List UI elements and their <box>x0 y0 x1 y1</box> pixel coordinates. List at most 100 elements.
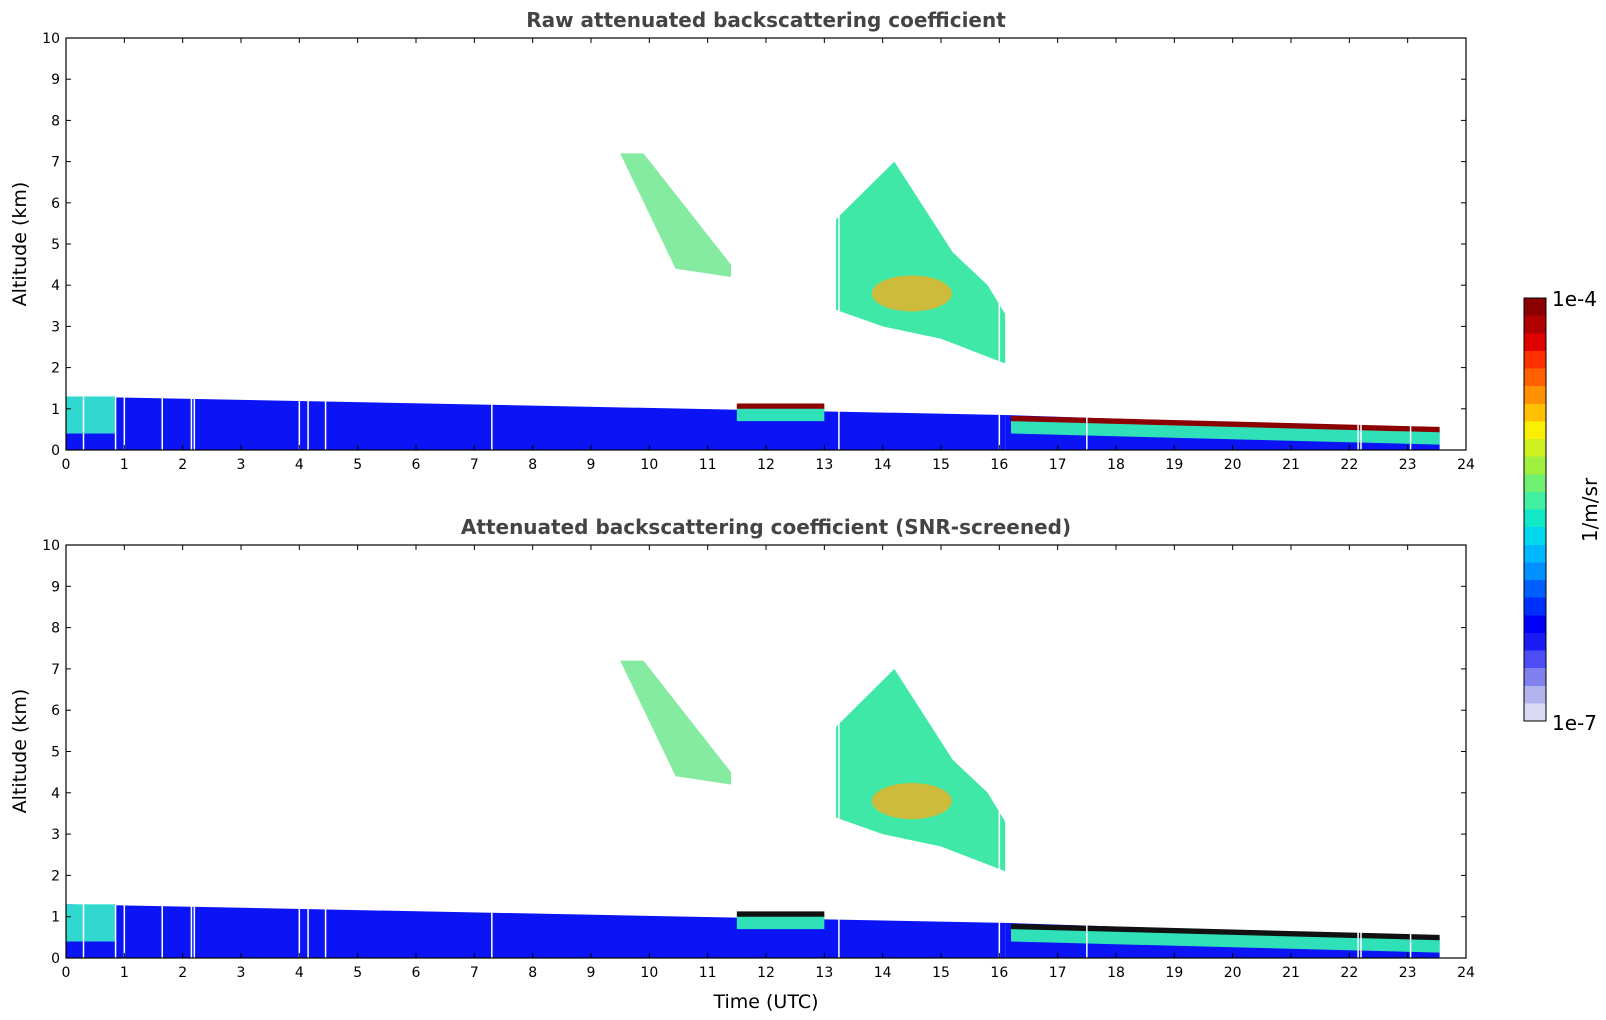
x-tick-label: 13 <box>815 457 833 473</box>
x-tick-label: 19 <box>1165 965 1183 981</box>
x-tick-label: 24 <box>1457 457 1475 473</box>
x-tick-label: 24 <box>1457 965 1475 981</box>
y-tick-label: 7 <box>51 155 60 171</box>
x-tick-label: 0 <box>62 965 71 981</box>
x-tick-label: 10 <box>640 457 658 473</box>
heatmap-layers <box>66 545 1466 958</box>
y-tick-label: 0 <box>51 951 60 967</box>
x-tick-label: 13 <box>815 965 833 981</box>
raw-backscatter-panel: Raw attenuated backscattering coefficien… <box>9 8 1475 473</box>
y-tick-label: 7 <box>51 662 60 678</box>
x-tick-label: 17 <box>1049 965 1067 981</box>
x-tick-label: 15 <box>932 457 950 473</box>
colorbar-max-label: 1e-4 <box>1552 287 1597 311</box>
liquid-cloud-mark <box>1011 923 1440 941</box>
colorbar-min-label: 1e-7 <box>1552 711 1597 735</box>
liquid-cloud-mark <box>1011 415 1440 433</box>
ice-cloud-core-mark <box>871 275 952 312</box>
y-tick-label: 5 <box>51 237 60 253</box>
x-axis: 0 1 2 3 4 5 6 7 8 9 10 11 12 13 14 15 16 17 18 19 20 21 22 23 24 <box>62 38 1475 473</box>
cirrus-mark <box>620 153 731 277</box>
y-tick-label: 1 <box>51 402 60 418</box>
ice-cloud-core-mark <box>871 783 952 820</box>
y-tick-label: 8 <box>51 621 60 637</box>
colorbar: 1e-4 1e-7 1/m/sr <box>1523 287 1602 735</box>
x-tick-label: 16 <box>990 965 1008 981</box>
x-tick-label: 23 <box>1399 965 1417 981</box>
x-tick-label: 3 <box>237 965 246 981</box>
y-tick-label: 3 <box>51 319 60 335</box>
x-tick-label: 12 <box>757 457 775 473</box>
noise-band <box>66 318 1440 397</box>
y-tick-label: 10 <box>42 31 60 47</box>
x-tick-label: 9 <box>587 965 596 981</box>
x-tick-label: 22 <box>1340 457 1358 473</box>
x-tick-label: 8 <box>528 457 537 473</box>
x-tick-label: 17 <box>1049 457 1067 473</box>
x-tick-label: 2 <box>178 965 187 981</box>
x-tick-label: 23 <box>1399 457 1417 473</box>
plot-frame <box>65 544 1467 959</box>
aerosol-mark <box>66 396 116 434</box>
y-tick-label: 8 <box>51 113 60 129</box>
chart-title: Raw attenuated backscattering coefficien… <box>526 8 1006 32</box>
x-tick-label: 14 <box>874 457 892 473</box>
cloud-base-mark <box>736 914 825 930</box>
x-tick-label: 19 <box>1165 457 1183 473</box>
y-tick-label: 9 <box>51 579 60 595</box>
x-tick-label: 14 <box>874 965 892 981</box>
noise-band <box>66 38 1440 203</box>
y-tick-label: 6 <box>51 703 60 719</box>
snr-screened-panel: Attenuated backscattering coefficient (S… <box>9 515 1475 1013</box>
y-axis: 0 1 2 3 4 5 6 7 8 9 10 <box>42 31 1466 459</box>
y-tick-label: 4 <box>51 278 60 294</box>
heatmap-layers <box>66 38 1466 450</box>
x-tick-label: 11 <box>699 457 717 473</box>
x-tick-label: 18 <box>1107 965 1125 981</box>
x-tick-label: 11 <box>699 965 717 981</box>
y-axis-label: Altitude (km) <box>9 182 31 307</box>
cloud-base-mark <box>1011 419 1440 445</box>
ice-cloud-mark <box>836 668 1006 872</box>
x-tick-label: 6 <box>412 965 421 981</box>
x-tick-label: 4 <box>295 965 304 981</box>
y-tick-label: 6 <box>51 196 60 212</box>
x-tick-label: 16 <box>990 457 1008 473</box>
liquid-cloud-mark <box>736 911 825 917</box>
x-tick-label: 20 <box>1224 457 1242 473</box>
x-tick-label: 0 <box>62 457 71 473</box>
y-tick-label: 1 <box>51 910 60 926</box>
x-tick-label: 10 <box>640 965 658 981</box>
x-tick-label: 9 <box>587 457 596 473</box>
x-tick-label: 1 <box>120 965 129 981</box>
x-tick-label: 15 <box>932 965 950 981</box>
x-tick-label: 1 <box>120 457 129 473</box>
x-tick-label: 5 <box>353 965 362 981</box>
y-tick-label: 2 <box>51 361 60 377</box>
aerosol-mark <box>66 904 116 942</box>
x-tick-label: 4 <box>295 457 304 473</box>
y-tick-label: 2 <box>51 868 60 884</box>
x-tick-label: 7 <box>470 457 479 473</box>
x-tick-label: 3 <box>237 457 246 473</box>
y-tick-label: 5 <box>51 745 60 761</box>
cloud-base-mark <box>736 406 825 422</box>
y-tick-label: 9 <box>51 72 60 88</box>
liquid-cloud-mark <box>736 403 825 409</box>
x-axis-label: Time (UTC) <box>712 991 818 1013</box>
x-tick-label: 20 <box>1224 965 1242 981</box>
y-tick-label: 4 <box>51 786 60 802</box>
chart-title: Attenuated backscattering coefficient (S… <box>461 515 1071 539</box>
x-axis: 0 1 2 3 4 5 6 7 8 9 10 11 12 13 14 15 16 17 18 19 20 21 22 23 24 <box>62 545 1475 981</box>
x-tick-label: 22 <box>1340 965 1358 981</box>
x-tick-label: 21 <box>1282 965 1300 981</box>
colorbar-unit-label: 1/m/sr <box>1578 477 1602 542</box>
x-tick-label: 6 <box>412 457 421 473</box>
ice-cloud-mark <box>836 161 1006 364</box>
y-tick-label: 0 <box>51 443 60 459</box>
noise-band <box>66 202 1440 319</box>
x-tick-label: 7 <box>470 965 479 981</box>
boundary-layer-mark <box>66 904 1006 958</box>
x-tick-label: 12 <box>757 965 775 981</box>
